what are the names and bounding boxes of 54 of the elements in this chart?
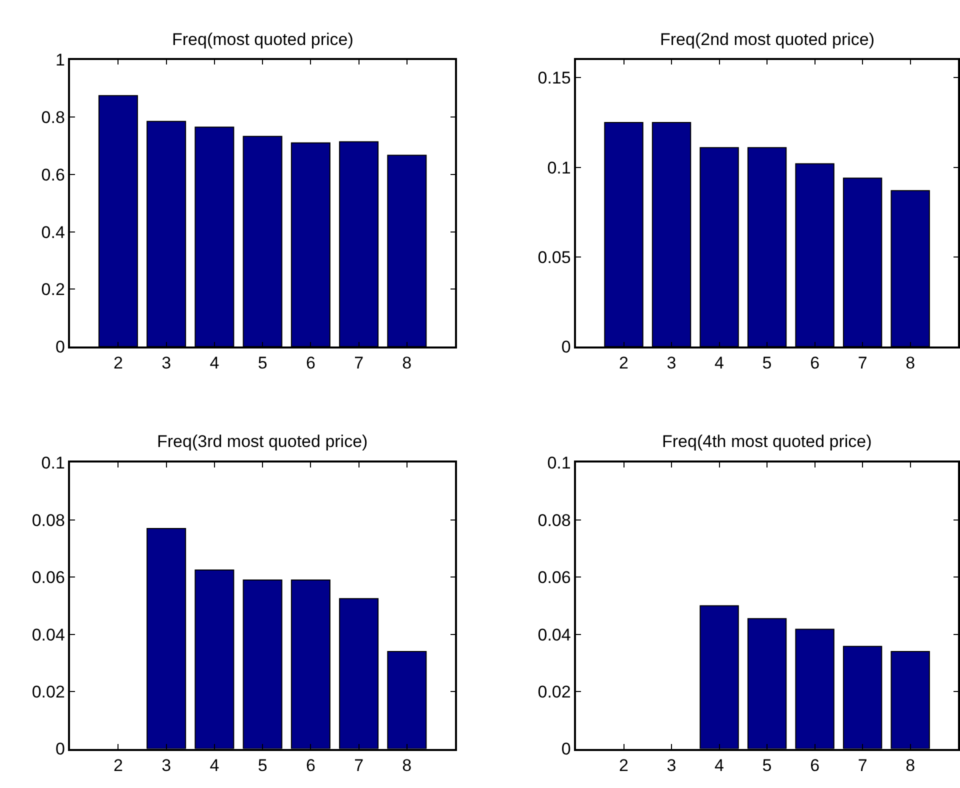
y-tick-label: 0 [561, 740, 571, 759]
chart-title: Freq(4th most quoted price) [662, 432, 872, 451]
x-tick-label: 6 [810, 354, 820, 373]
y-tick-label: 0 [55, 338, 65, 357]
x-tick-label: 3 [162, 756, 172, 775]
x-tick-label: 5 [258, 354, 268, 373]
y-tick-label: 0.2 [41, 280, 65, 300]
y-tick-label: 0.02 [32, 682, 65, 702]
y-tick-label: 0.15 [538, 68, 571, 88]
y-tick-label: 0.1 [547, 454, 571, 473]
x-tick-label: 6 [810, 756, 820, 775]
x-tick-label: 5 [762, 354, 772, 373]
x-tick-label: 2 [113, 756, 123, 775]
y-tick-label: 1 [55, 50, 65, 70]
y-tick-label: 0.4 [41, 222, 65, 242]
x-tick-label: 3 [666, 756, 676, 775]
y-tick-label: 0.08 [538, 510, 571, 530]
y-tick-label: 0.08 [32, 510, 65, 530]
y-tick-label: 0.04 [32, 625, 65, 644]
x-tick-label: 6 [306, 354, 316, 373]
x-tick-label: 4 [714, 354, 724, 373]
chart-title: Freq(3rd most quoted price) [157, 432, 368, 451]
x-tick-label: 2 [619, 756, 628, 775]
y-tick-label: 0.06 [538, 568, 571, 588]
y-tick-label: 0.04 [538, 625, 571, 644]
x-tick-label: 8 [402, 354, 412, 373]
x-tick-label: 3 [162, 354, 172, 373]
x-tick-label: 2 [619, 354, 628, 373]
y-tick-label: 0.06 [32, 568, 65, 588]
y-tick-label: 0 [55, 740, 65, 759]
x-tick-label: 8 [402, 756, 412, 775]
y-tick-label: 0.05 [538, 248, 571, 267]
x-tick-label: 3 [666, 354, 676, 373]
y-tick-label: 0.8 [41, 108, 65, 128]
chart-title: Freq(2nd most quoted price) [660, 30, 874, 49]
y-tick-label: 0.02 [538, 682, 571, 702]
x-tick-label: 4 [210, 354, 220, 373]
x-tick-label: 7 [354, 756, 364, 775]
x-tick-label: 4 [714, 756, 724, 775]
y-tick-label: 0 [561, 338, 571, 357]
x-tick-label: 7 [858, 354, 868, 373]
x-tick-label: 8 [906, 756, 916, 775]
x-tick-label: 5 [258, 756, 268, 775]
y-tick-label: 0.1 [547, 158, 571, 178]
x-tick-label: 7 [354, 354, 364, 373]
x-tick-label: 5 [762, 756, 772, 775]
x-tick-label: 2 [113, 354, 123, 373]
y-tick-label: 0.6 [41, 165, 65, 184]
y-tick-label: 0.1 [41, 454, 65, 473]
chart-title: Freq(most quoted price) [172, 30, 354, 49]
x-tick-label: 6 [306, 756, 316, 775]
x-tick-label: 7 [858, 756, 868, 775]
x-tick-label: 8 [906, 354, 916, 373]
x-tick-label: 4 [210, 756, 220, 775]
